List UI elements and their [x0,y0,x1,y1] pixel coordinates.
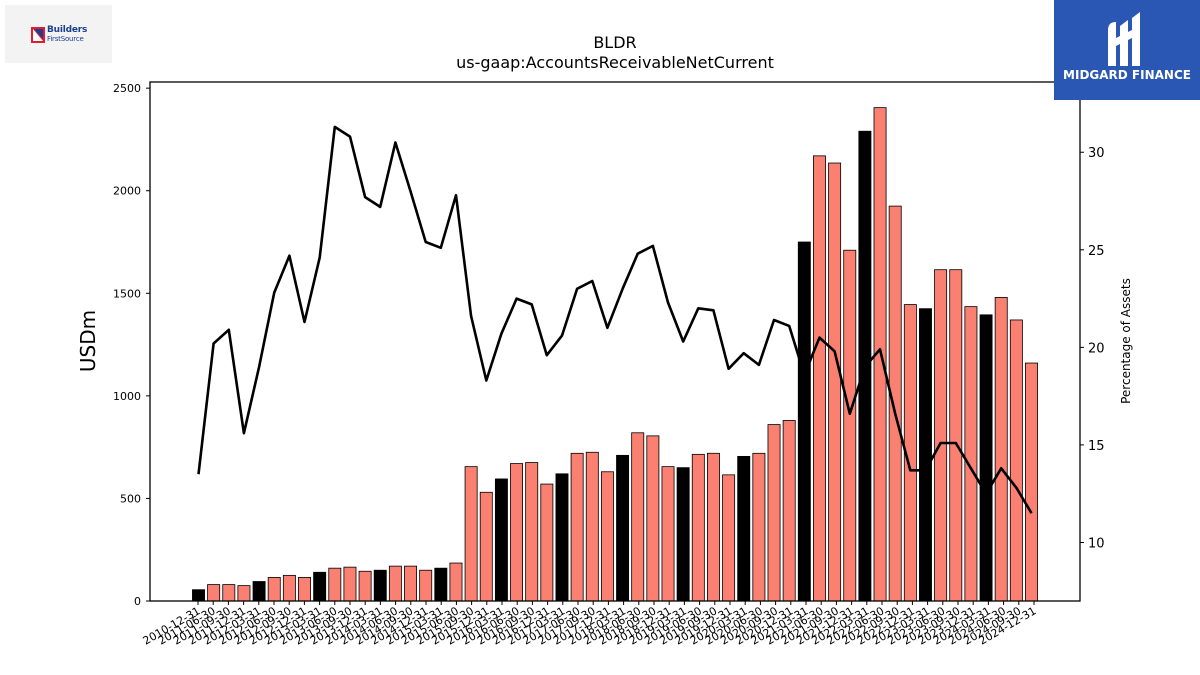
bar-2017-03-31 [570,452,584,602]
y2-axis-label: Percentage of Assets [1119,278,1133,404]
bar-2013-06-30 [343,566,357,602]
bar-2011-06-30 [222,584,236,602]
bar-2024-09-30 [1025,362,1038,602]
bar-2021-09-30 [843,249,857,602]
bar-2018-09-30 [661,466,675,602]
bar-2020-06-30 [767,424,781,602]
bar-2014-09-30 [419,569,433,602]
bar-2014-12-31 [434,567,448,602]
builders-logo-line2: FirstSource [47,35,84,43]
bar-2024-06-30 [1009,319,1023,602]
bar-2020-12-31 [797,241,811,602]
bar-2018-03-31 [631,432,645,602]
bar-2019-03-31 [691,453,705,602]
bar-2017-12-31 [616,454,630,602]
bar-2021-03-31 [813,155,826,602]
chart-title: BLDR [593,33,636,52]
bar-2024-03-31 [994,296,1008,602]
percentage-line [197,125,1033,514]
midgard-logo-text: MIDGARD FINANCE [1063,68,1191,82]
y-tick-label: 0 [134,595,141,608]
bar-2015-03-31 [449,562,463,602]
bar-2011-03-31 [207,584,221,602]
bar-2010-12-31 [192,589,205,602]
bar-2022-06-30 [888,205,902,602]
bar-2016-06-30 [525,462,539,602]
builders-firstsource-logo: Builders FirstSource [5,5,112,63]
y-tick-label: 2500 [113,82,141,95]
bar-2018-06-30 [646,435,660,602]
bar-2019-06-30 [706,452,720,602]
bar-2019-09-30 [722,474,736,602]
y-tick-label: 2000 [113,185,141,198]
bar-2023-09-30 [964,306,978,602]
x-tick-labels: 2010-12-312011-06-302011-09-302011-12-31… [141,601,1039,648]
bar-2020-03-31 [752,452,766,602]
bar-2012-03-31 [267,577,281,602]
bar-2016-09-30 [540,483,554,602]
y2-tick-label: 30 [1088,146,1105,161]
bar-2023-12-31 [979,314,993,602]
bar-2018-12-31 [676,467,690,602]
bar-2013-12-31 [373,569,387,602]
bar-2021-06-30 [828,162,842,602]
bar-2011-12-31 [252,581,266,602]
y-tick-label: 500 [120,492,141,505]
y2-tick-label: 20 [1088,341,1105,356]
bar-2013-03-31 [328,567,342,602]
bar-2019-12-31 [737,455,751,602]
bar-2012-12-31 [313,571,327,602]
bar-2013-09-30 [358,570,372,602]
plot-frame [149,81,1081,602]
bar-2012-09-30 [298,577,311,602]
builders-logo-icon [31,27,45,43]
bar-2020-09-30 [782,420,796,602]
axes: 0 500 1000 1500 2000 2500 10 15 20 25 30 [113,81,1105,608]
y2-tick-label: 15 [1088,439,1105,454]
bar-2017-06-30 [585,451,599,602]
bar-2012-06-30 [282,574,296,602]
bar-2022-12-31 [919,308,932,602]
bar-2014-03-31 [388,565,402,602]
y2-tick-label: 10 [1088,536,1105,551]
bar-2023-03-31 [934,269,948,602]
bar-series [192,107,1038,602]
bar-2015-06-30 [464,466,478,602]
bar-2016-03-31 [510,463,524,602]
midgard-finance-logo: MIDGARD FINANCE [1054,0,1200,100]
bar-2017-09-30 [600,471,614,602]
y-tick-label: 1000 [113,390,141,403]
bar-2014-06-30 [404,565,417,602]
y-axis-label: USDm [76,310,100,372]
bar-2016-12-31 [555,473,569,602]
y-tick-label: 1500 [113,287,141,300]
line-series [197,125,1033,514]
bar-2011-09-30 [237,585,251,602]
chart-subtitle: us-gaap:AccountsReceivableNetCurrent [456,53,774,72]
bar-2015-09-30 [479,491,493,602]
bar-2015-12-31 [494,478,508,602]
midgard-logo-icon [1108,12,1140,66]
y2-tick-label: 25 [1088,244,1105,259]
bar-2023-06-30 [949,269,963,602]
builders-logo-line1: Builders [47,25,88,35]
